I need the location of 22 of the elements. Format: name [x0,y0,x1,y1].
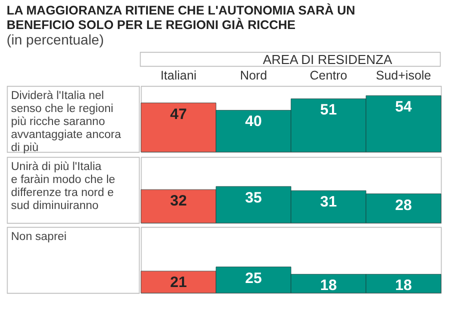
chart-subtitle: (in percentuale) [6,32,104,48]
y-axis-title: Non saprei [11,231,67,243]
data-label: 32 [170,192,187,210]
data-label: 47 [170,106,187,123]
x-tick-label: Centro [310,68,348,82]
y-axis-title: Unirà di più l'Italia e faràin modo che le differenze tra nord e sud diminuiranno [11,161,116,212]
data-label: 54 [395,98,412,116]
data-label: 28 [395,196,412,214]
data-label: 31 [320,194,337,211]
x-tick-label: Nord [240,68,268,82]
data-label: 40 [245,113,262,130]
data-label: 25 [245,270,262,287]
x-tick-label: Italiani [160,68,197,82]
data-label: 35 [245,189,262,206]
y-axis-title: Dividerà l'Italia nel senso che le regioni più ricche saranno avvantaggiate ancora di più [11,90,122,154]
data-label: 21 [170,274,187,292]
x-tick-label: Sud+isole [376,68,432,82]
text: AREA DI RESIDENZA [262,52,392,67]
data-label: 18 [320,277,337,294]
chart-title: LA MAGGIORANZA RITIENE CHE L'AUTONOMIA SARÀ UN BENEFICIO SOLO PER LE REGIONI GIÀ RICCHE [6,2,356,32]
data-label: 18 [395,277,412,294]
data-label: 51 [320,102,337,119]
